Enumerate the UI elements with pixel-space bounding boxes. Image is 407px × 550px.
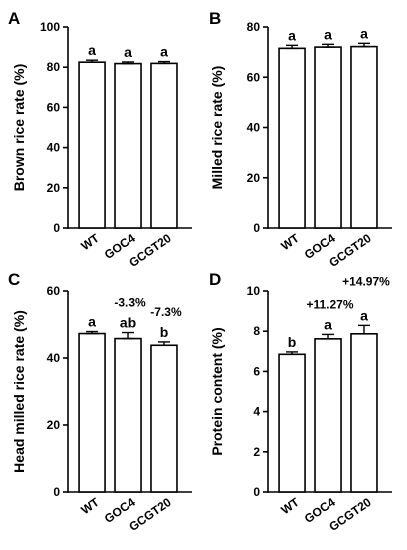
y-tick-label: 40 <box>47 351 61 365</box>
y-axis-label: Head milled rice rate (%) <box>11 310 27 473</box>
bar-wt <box>278 47 306 229</box>
y-axis-label: Protein content (%) <box>209 327 225 455</box>
chart-panel-c: C Head milled rice rate (%) 0 20 40 60 a WT ab -3… <box>8 270 192 534</box>
bar-gcgt20 <box>150 344 178 493</box>
bar-goc4 <box>114 337 142 493</box>
x-category-label: WT <box>78 495 102 518</box>
change-annotation: -7.3% <box>150 305 182 319</box>
x-category-label: WT <box>278 495 302 518</box>
y-tick-label: 0 <box>253 221 260 235</box>
significance-label: a <box>124 44 132 60</box>
bar-wt <box>278 353 306 493</box>
significance-label: a <box>360 307 368 323</box>
y-tick-label: 60 <box>247 70 261 84</box>
bar-goc4 <box>314 46 342 229</box>
x-category-label: WT <box>278 231 302 254</box>
y-tick-label: 40 <box>247 121 261 135</box>
change-annotation: +11.27% <box>306 297 353 311</box>
change-annotation: -3.3% <box>114 296 146 310</box>
y-tick-label: 20 <box>47 418 61 432</box>
y-tick-label: 80 <box>47 60 61 74</box>
y-tick-label: 2 <box>253 445 260 459</box>
significance-label: a <box>324 26 332 42</box>
y-tick-label: 40 <box>47 141 61 155</box>
significance-label: a <box>288 27 296 43</box>
y-tick-label: 8 <box>253 324 260 338</box>
y-axis-label: Brown rice rate (%) <box>11 64 27 192</box>
y-tick-label: 4 <box>253 405 260 419</box>
y-tick-label: 0 <box>53 221 60 235</box>
y-tick-label: 60 <box>47 100 61 114</box>
bar-gcgt20 <box>150 62 178 229</box>
bar-wt <box>78 61 106 229</box>
significance-label: a <box>88 314 96 330</box>
significance-label: a <box>360 25 368 41</box>
significance-label: b <box>160 324 169 340</box>
change-annotation: +14.97% <box>342 274 390 288</box>
significance-label: a <box>324 316 332 332</box>
bar-goc4 <box>314 338 342 493</box>
y-tick-label: 60 <box>47 284 61 298</box>
bar-goc4 <box>114 62 142 229</box>
y-tick-label: 0 <box>53 485 60 499</box>
bar-gcgt20 <box>350 45 378 229</box>
y-tick-label: 100 <box>40 20 60 34</box>
significance-label: b <box>288 334 297 350</box>
significance-label: a <box>88 42 96 58</box>
bar-wt <box>78 332 106 493</box>
panel-letter: D <box>209 270 221 289</box>
y-tick-label: 20 <box>247 171 261 185</box>
x-category-label: WT <box>78 231 102 254</box>
y-tick-label: 20 <box>47 181 61 195</box>
y-tick-label: 80 <box>247 20 261 34</box>
y-tick-label: 6 <box>253 364 260 378</box>
panel-letter: A <box>8 9 20 28</box>
y-axis-label: Milled rice rate (%) <box>209 66 225 190</box>
panel-letter: B <box>209 9 221 28</box>
y-tick-label: 0 <box>253 485 260 499</box>
y-tick-label: 10 <box>247 284 261 298</box>
significance-label: a <box>160 44 168 60</box>
significance-label: ab <box>120 315 136 331</box>
panel-letter: C <box>8 270 20 289</box>
bar-gcgt20 <box>350 333 378 493</box>
